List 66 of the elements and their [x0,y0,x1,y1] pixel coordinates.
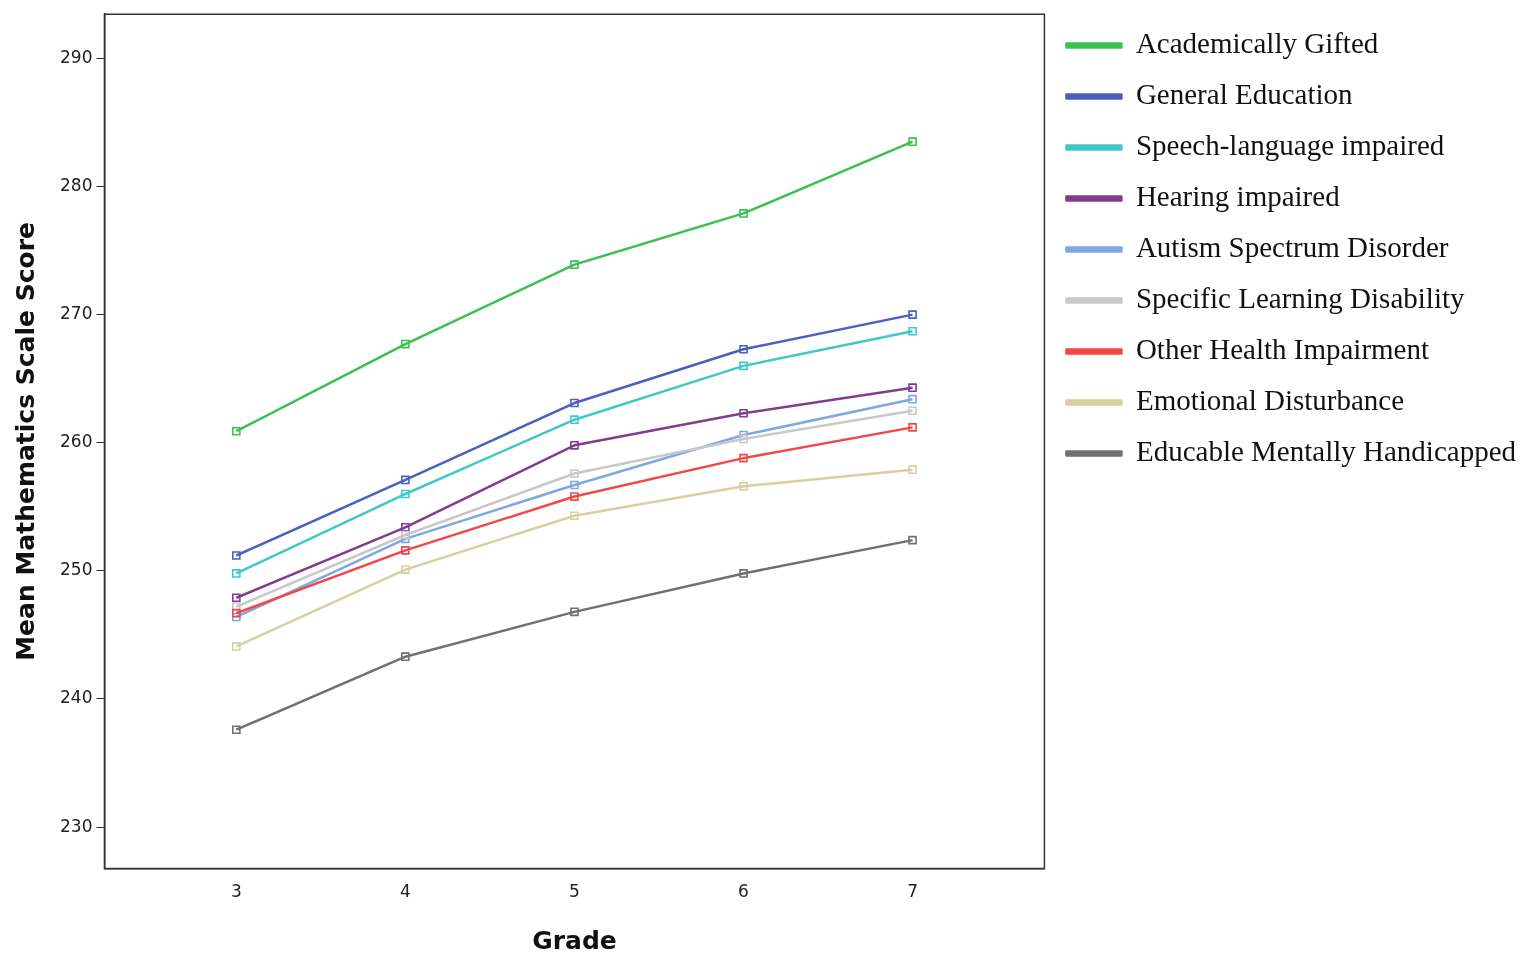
y-tick-label: 230 [59,815,93,836]
y-axis-title: Mean Mathematics Scale Score [10,222,40,661]
point [908,535,917,545]
point [401,522,410,532]
point [739,344,748,354]
point [570,398,579,408]
legend-label: Hearing impaired [1135,180,1341,213]
legend-label: Emotional Disturbance [1135,384,1405,417]
point [739,453,748,463]
point [570,511,579,521]
point [570,480,579,490]
point [570,607,579,617]
legend-label: General Education [1135,78,1354,111]
point [401,530,410,540]
legend-label: Educable Mentally Handicapped [1135,435,1517,468]
point [739,434,748,444]
point [908,137,917,147]
y-tick-label: 240 [59,687,93,708]
y-tick-label: 250 [59,559,93,580]
point [231,608,241,618]
point [570,260,579,269]
x-axis-title: Grade [532,925,617,955]
point [401,339,410,349]
point [231,551,241,560]
point [231,593,241,603]
point [908,465,917,474]
point [231,725,241,735]
legend-label: Specific Learning Disability [1135,282,1465,315]
legend-label: Academically Gifted [1135,27,1379,60]
point [908,394,917,404]
y-tick-label: 270 [59,303,93,324]
point [739,408,748,418]
point [908,383,917,392]
y-tick-label: 280 [59,174,93,195]
legend-label: Autism Spectrum Disorder [1135,231,1449,264]
point [570,492,579,501]
point [570,469,579,478]
legend-label: Other Health Impairment [1135,333,1430,366]
x-tick-label: 7 [907,881,918,902]
point [739,569,748,578]
point [401,652,410,662]
point [908,326,917,336]
point [401,546,410,555]
point [231,426,241,436]
point [908,310,917,319]
point [231,612,241,622]
point [570,415,579,425]
x-tick-label: 3 [230,881,242,902]
point [570,440,579,450]
point [401,489,410,499]
point [908,406,917,416]
point [231,569,241,578]
point [739,481,748,491]
x-tick-label: 6 [738,881,749,902]
point [401,475,410,485]
point [739,209,748,218]
point [231,642,241,651]
x-tick-label: 4 [399,881,411,902]
point [401,565,410,574]
legend-label: Speech-language impaired [1135,129,1445,162]
y-tick-label: 290 [59,46,93,67]
point [908,423,917,432]
x-tick-label: 5 [569,881,580,902]
point [231,602,241,612]
point [739,361,748,371]
y-tick-label: 260 [59,431,93,452]
